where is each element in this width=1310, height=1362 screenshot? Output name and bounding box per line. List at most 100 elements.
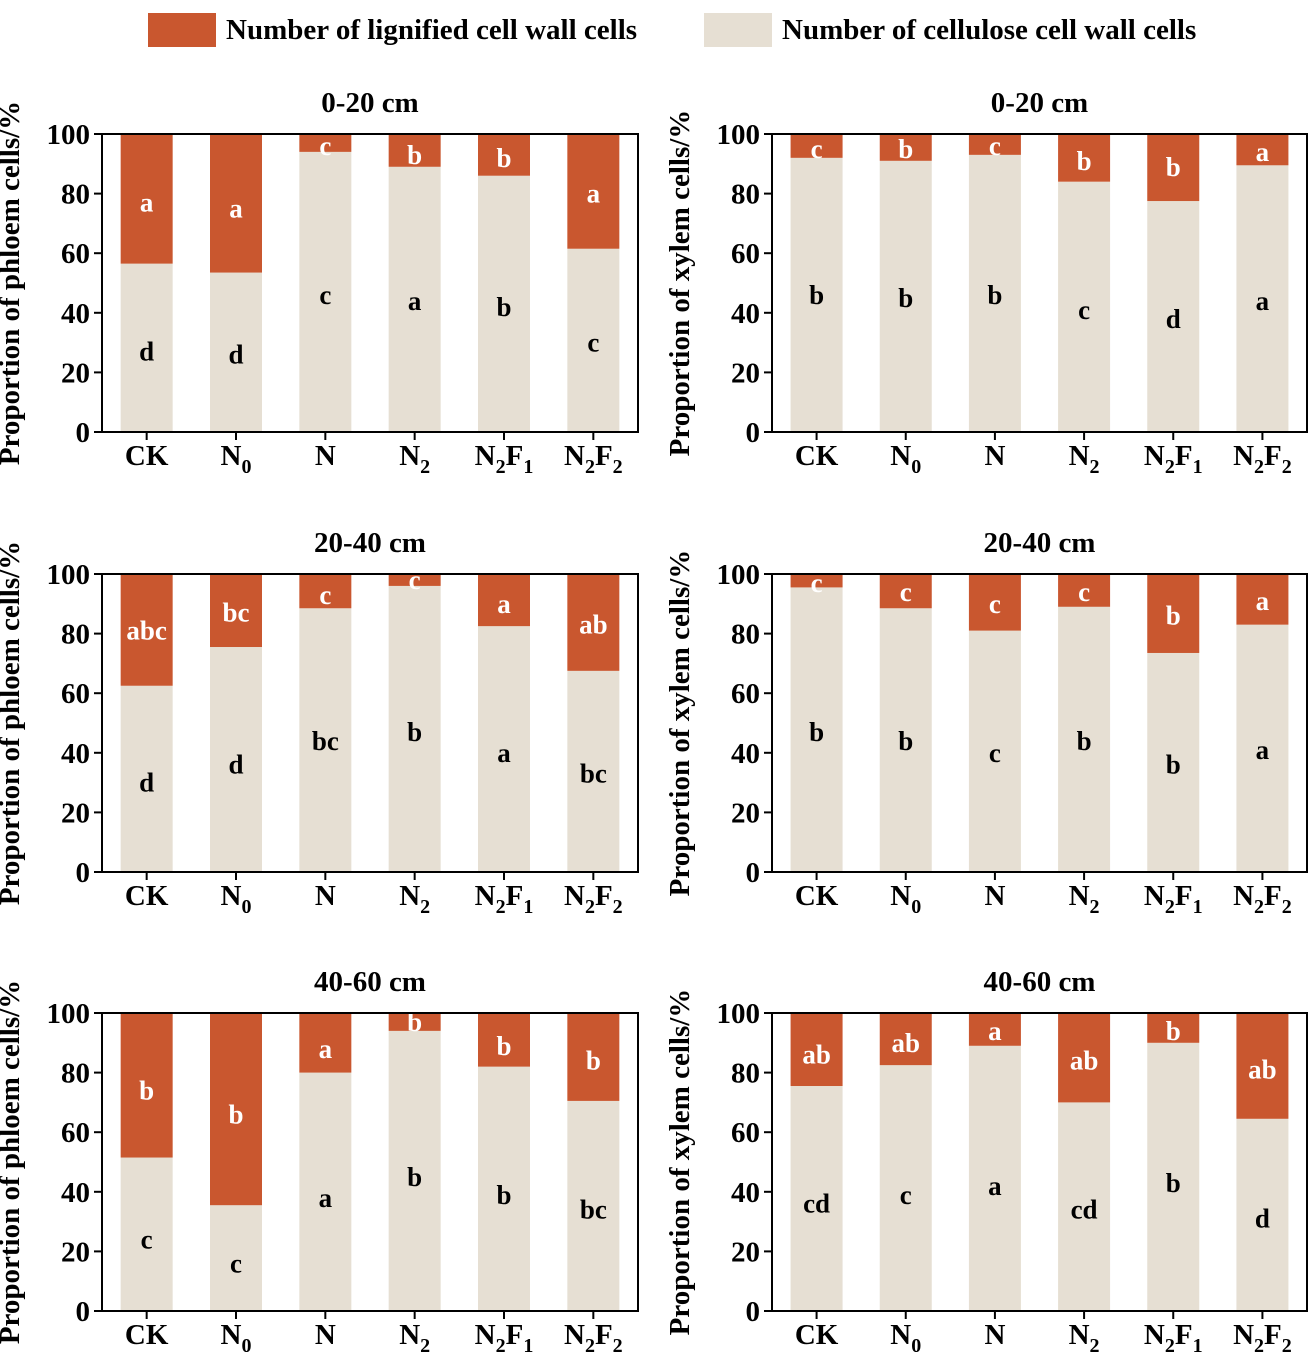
x-tick-label: CK <box>125 1319 169 1351</box>
x-tick-label-subscript: 2 <box>1090 456 1100 478</box>
bar-lignified <box>1236 134 1289 166</box>
x-tick-label: N0 <box>890 440 921 478</box>
data-label-lignified: a <box>587 179 601 209</box>
y-tick-label: 0 <box>746 417 761 449</box>
x-tick-label: N2 <box>399 1319 430 1357</box>
x-tick-label-part: N <box>1069 880 1090 912</box>
x-tick-label: N <box>984 880 1005 912</box>
data-label-lignified: b <box>407 1007 422 1037</box>
legend: Number of lignified cell wall cells Numb… <box>0 0 1310 62</box>
x-tick-label-subscript: 0 <box>911 456 921 478</box>
x-tick-label-part: F <box>506 880 524 912</box>
data-label-lignified: abc <box>126 616 167 646</box>
data-label-lignified: c <box>1078 577 1090 607</box>
y-tick-label: 40 <box>61 738 90 770</box>
x-tick-label-part: F <box>595 440 613 472</box>
y-tick-label: 0 <box>76 1296 91 1328</box>
y-tick-label: 40 <box>731 298 760 330</box>
y-tick-label: 0 <box>746 857 761 889</box>
x-tick-label: N0 <box>221 880 252 918</box>
bar-cellulose <box>388 585 441 872</box>
x-tick-label: N0 <box>890 1319 921 1357</box>
y-axis-label: Proportion of phloem cells/% <box>0 980 26 1344</box>
bar-cellulose <box>1236 1118 1289 1311</box>
x-tick-label-part: F <box>1264 1319 1282 1351</box>
data-label-cellulose: a <box>408 286 422 316</box>
x-tick-label-part: N <box>399 1319 420 1351</box>
bar-cellulose <box>1058 181 1111 432</box>
data-label-cellulose: d <box>139 768 154 798</box>
x-tick-label-subscript: 2 <box>1090 896 1100 918</box>
bar-lignified <box>968 1013 1021 1046</box>
plot-frame <box>101 133 639 433</box>
data-label-cellulose: cd <box>1071 1195 1098 1225</box>
y-tick-label: 60 <box>61 678 90 710</box>
data-label-cellulose: c <box>989 738 1001 768</box>
data-label-lignified: b <box>1166 1016 1181 1046</box>
data-label-cellulose: a <box>319 1183 333 1213</box>
x-tick-label-subscript: 2 <box>1165 456 1175 478</box>
data-label-cellulose: d <box>1166 304 1181 334</box>
x-tick-label: N2F2 <box>1233 440 1292 478</box>
data-label-cellulose: b <box>898 726 913 756</box>
x-tick-label-subscript: 2 <box>496 1335 506 1357</box>
legend-swatch-lignified <box>148 13 216 47</box>
bar-lignified <box>388 574 441 586</box>
data-label-cellulose: d <box>1255 1204 1270 1234</box>
chart-panel-1: 0-20 cm Proportion of phloem cells/% d a d a c… <box>0 87 639 478</box>
bar-lignified <box>299 134 352 152</box>
legend-swatch-cellulose <box>704 13 772 47</box>
x-tick-label-part: N <box>1233 880 1254 912</box>
x-tick-label-part: CK <box>795 880 839 912</box>
y-tick-label: 80 <box>61 1058 90 1090</box>
x-tick-label: N0 <box>890 880 921 918</box>
bar-lignified <box>567 1013 620 1101</box>
x-tick-label-part: F <box>1175 1319 1193 1351</box>
x-tick-label-part: N <box>475 880 496 912</box>
y-tick-label: 100 <box>717 119 761 151</box>
bar-cellulose <box>790 587 843 872</box>
bar-cellulose <box>388 166 441 432</box>
y-tick-label: 20 <box>731 357 760 389</box>
y-tick-label: 0 <box>76 417 91 449</box>
x-tick-label-subscript: 0 <box>911 1335 921 1357</box>
data-label-cellulose: cd <box>803 1189 830 1219</box>
bar-lignified <box>1147 1013 1200 1043</box>
bar-lignified <box>1236 574 1289 625</box>
bar-lignified <box>120 574 173 686</box>
data-label-cellulose: d <box>139 337 154 367</box>
x-tick-label: N2 <box>1069 880 1100 918</box>
x-tick-label-subscript: 2 <box>1282 896 1292 918</box>
bar-cellulose <box>567 248 620 432</box>
data-label-lignified: b <box>407 140 422 170</box>
data-label-cellulose: d <box>228 750 243 780</box>
bar-lignified <box>567 574 620 671</box>
legend-label-lignified: Number of lignified cell wall cells <box>226 13 638 46</box>
bar-cellulose <box>210 272 262 432</box>
x-tick-label-part: N <box>1233 1319 1254 1351</box>
bar-lignified <box>478 574 530 627</box>
data-label-lignified: c <box>811 134 823 164</box>
chart-panel-2: 0-20 cm Proportion of xylem cells/% b c b b b c… <box>664 87 1308 478</box>
x-tick-label: N <box>315 440 336 472</box>
bar-cellulose <box>1058 606 1111 872</box>
x-tick-label-part: CK <box>125 1319 169 1351</box>
y-tick-label: 20 <box>61 357 90 389</box>
data-label-lignified: a <box>497 589 511 619</box>
data-label-cellulose: b <box>496 292 511 322</box>
x-tick-label: N2F1 <box>475 880 534 918</box>
plot-frame <box>771 133 1308 433</box>
chart-title: 0-20 cm <box>321 87 418 119</box>
data-label-cellulose: bc <box>580 759 607 789</box>
x-tick-label-subscript: 2 <box>420 1335 430 1357</box>
data-label-cellulose: b <box>898 283 913 313</box>
x-tick-label: N2F1 <box>1144 880 1203 918</box>
data-label-cellulose: b <box>1166 750 1181 780</box>
data-label-cellulose: a <box>497 738 511 768</box>
bar-lignified <box>1236 1013 1289 1119</box>
bar-lignified <box>879 1013 932 1066</box>
x-tick-label: CK <box>795 1319 839 1351</box>
data-label-cellulose: c <box>900 1180 912 1210</box>
x-tick-label: N2 <box>1069 440 1100 478</box>
y-tick-label: 20 <box>731 797 760 829</box>
